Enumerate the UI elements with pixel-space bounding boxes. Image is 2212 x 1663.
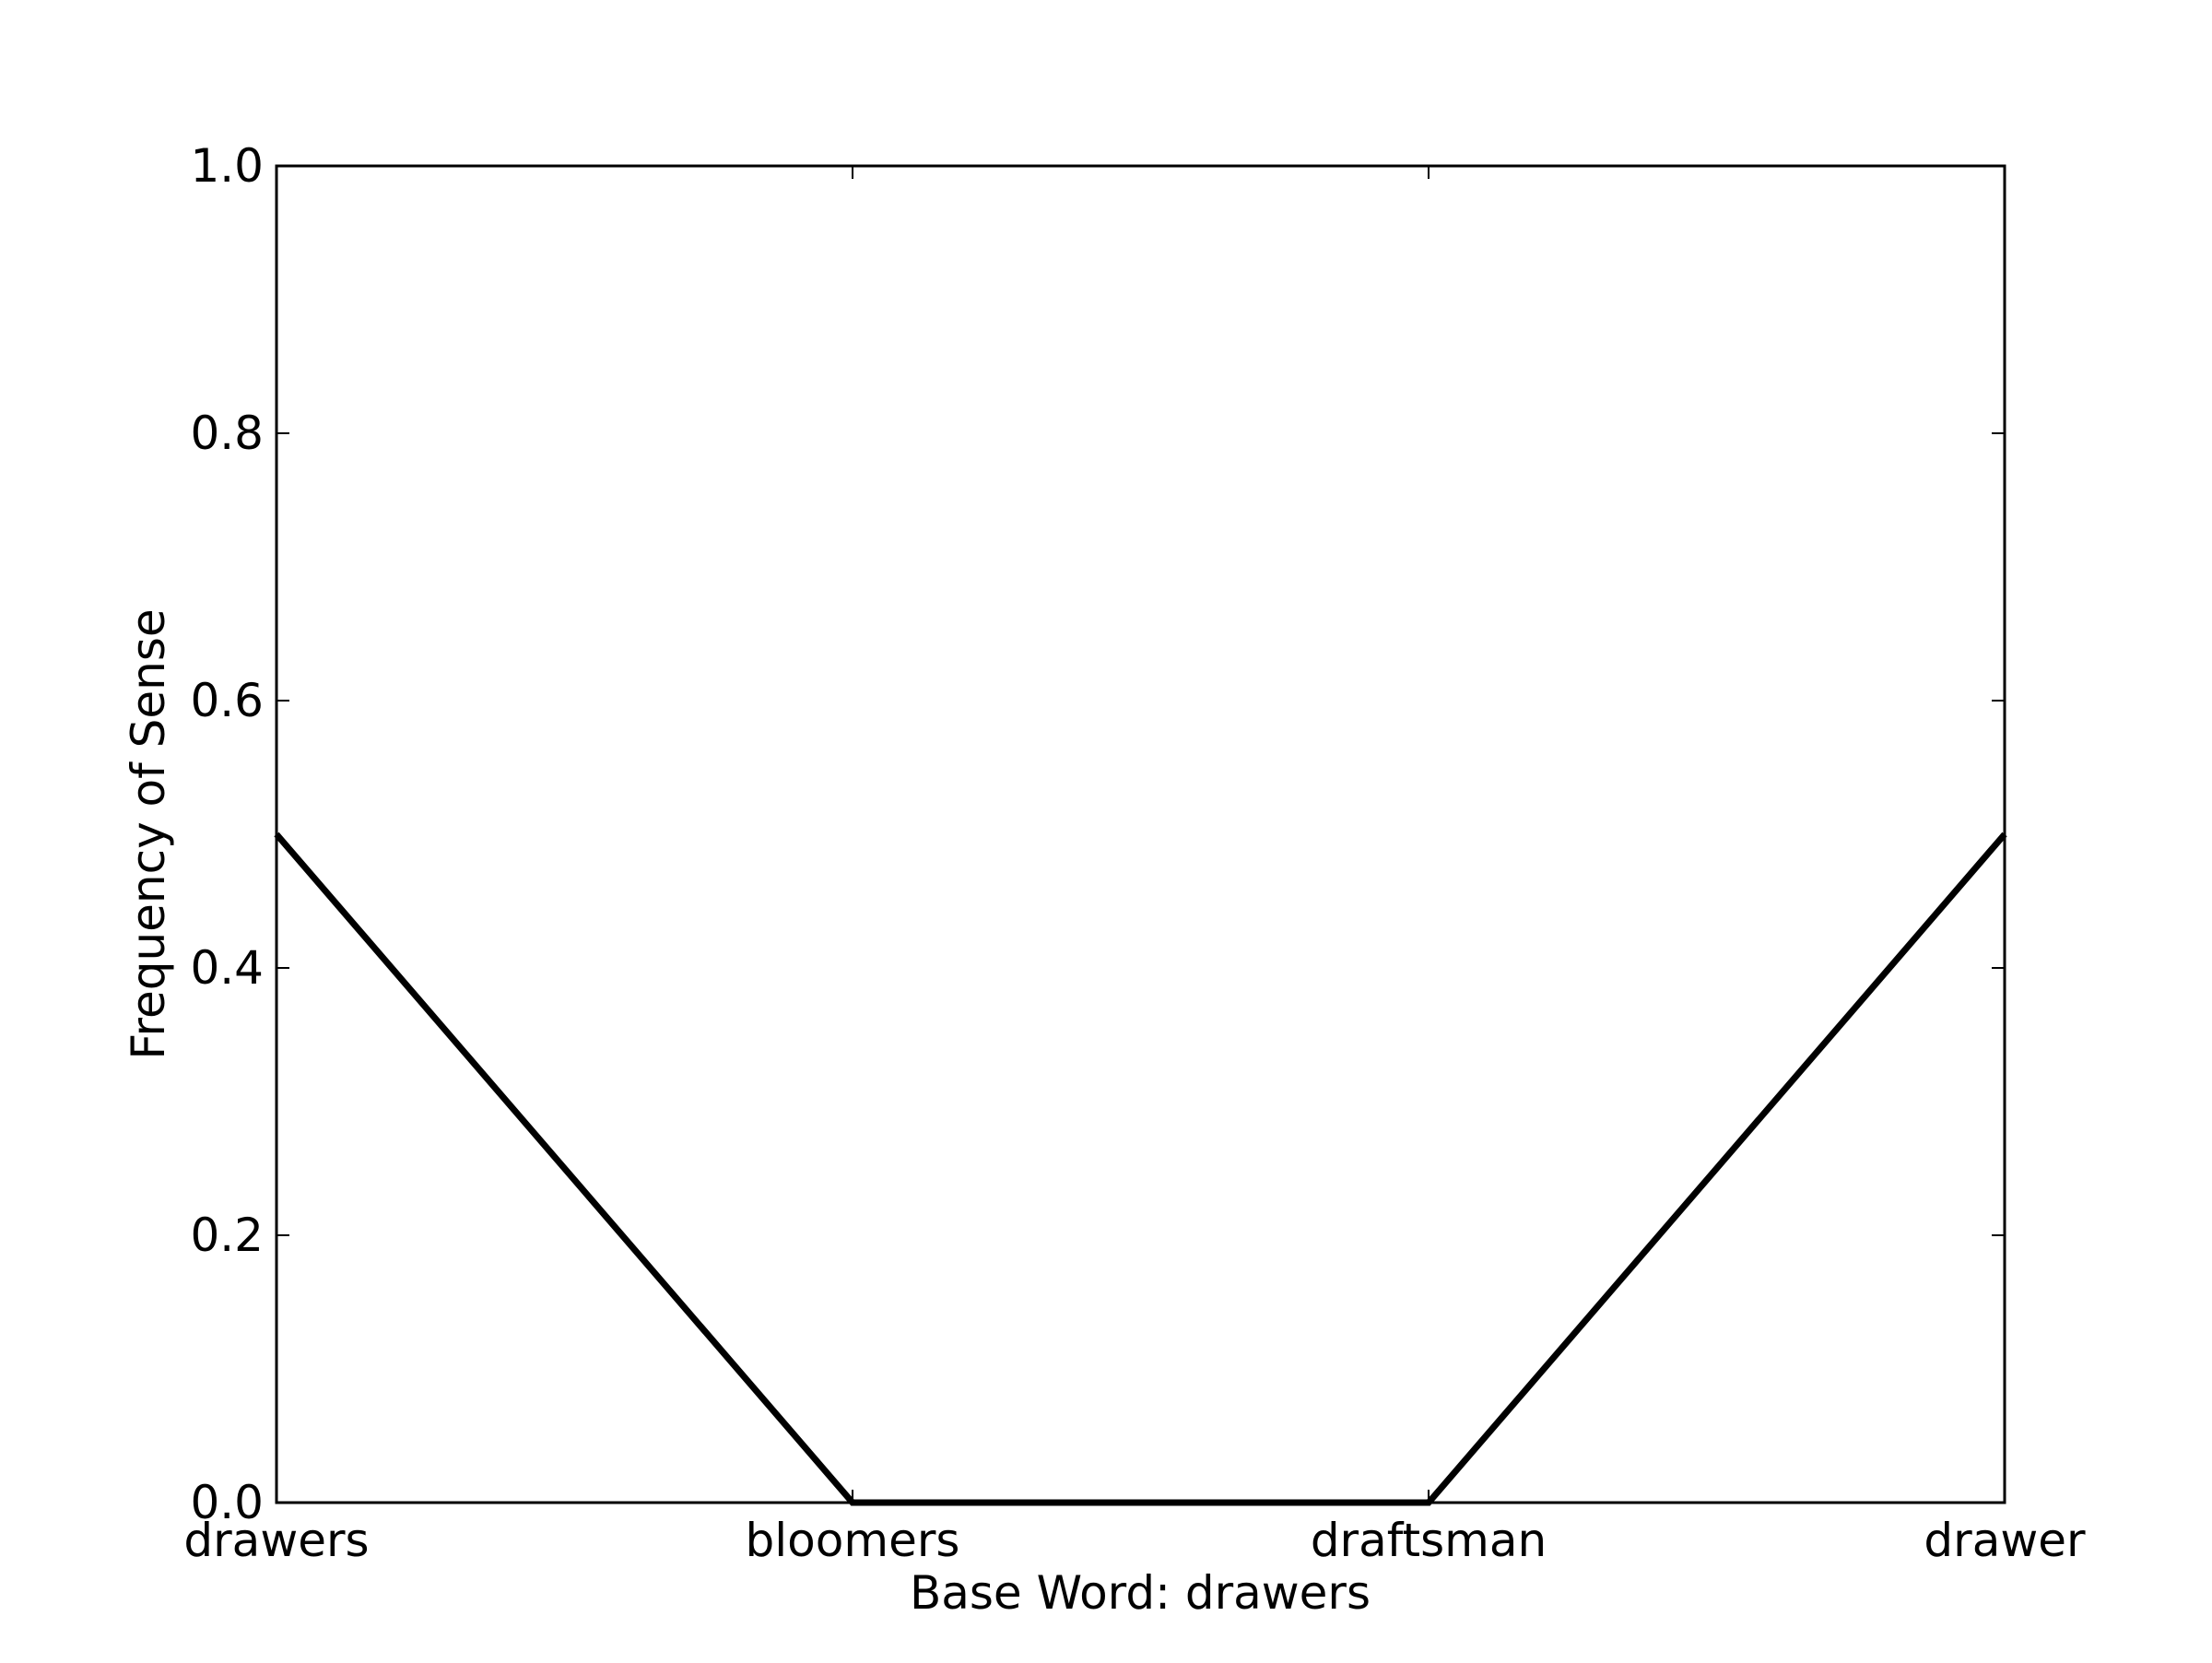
y-tick-label: 0.6 (190, 674, 264, 727)
plot-area-frame (275, 164, 2006, 1504)
tick-labels-layer: drawers bloomers draftsman drawer 0.0 0.2 0.4 0… (183, 139, 2086, 1567)
y-tick-label: 0.8 (190, 407, 264, 460)
y-tick-label: 0.0 (190, 1476, 264, 1529)
x-tick-label: drawer (1924, 1514, 2086, 1567)
x-tick-label: draftsman (1311, 1514, 1547, 1567)
x-tick-label: bloomers (746, 1514, 960, 1567)
x-tick-label: drawers (183, 1514, 369, 1567)
y-tick-label: 0.4 (190, 941, 264, 995)
y-axis-label: Frequency of Sense (122, 608, 175, 1059)
y-tick-label: 0.2 (190, 1209, 264, 1262)
y-tick-label: 1.0 (190, 139, 264, 193)
ticks-layer (276, 165, 2006, 1504)
x-axis-label: Base Word: drawers (910, 1566, 1371, 1620)
